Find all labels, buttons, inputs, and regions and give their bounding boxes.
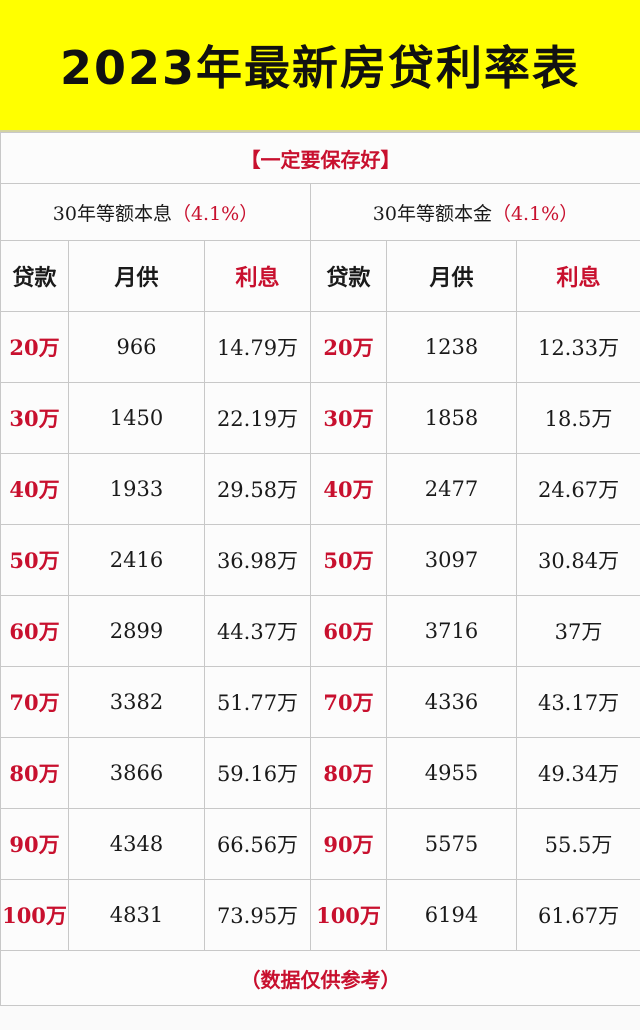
rate-table: 【一定要保存好】 30年等额本息（4.1%） 30年等额本金（4.1%） 贷款 … (0, 132, 640, 1006)
method-row: 30年等额本息（4.1%） 30年等额本金（4.1%） (0, 183, 640, 241)
interest-cell: 22.19万 (204, 382, 311, 454)
save-notice: 【一定要保存好】 (240, 147, 401, 172)
table-row: 60万 2899 44.37万 60万 3716 37万 (0, 595, 640, 667)
loan-cell: 60万 (310, 595, 387, 667)
header-interest: 利息 (204, 240, 311, 312)
loan-cell: 30万 (310, 382, 387, 454)
interest-cell: 61.67万 (515, 879, 640, 951)
monthly-payment-cell: 5575 (386, 808, 517, 880)
title-banner: 2023年最新房贷利率表 (0, 0, 640, 132)
loan-cell: 100万 (0, 879, 69, 951)
header-loan: 贷款 (0, 240, 69, 312)
monthly-payment-cell: 1450 (68, 382, 205, 454)
monthly-payment-cell: 6194 (386, 879, 517, 951)
monthly-payment-cell: 2477 (386, 453, 517, 525)
interest-cell: 73.95万 (204, 879, 311, 951)
monthly-payment-cell: 3866 (68, 737, 205, 809)
method-name: 30年等额本息 (52, 202, 172, 225)
interest-cell: 36.98万 (204, 524, 311, 596)
monthly-payment-cell: 4955 (386, 737, 517, 809)
table-row: 30万 1450 22.19万 30万 1858 18.5万 (0, 382, 640, 454)
method-name: 30年等额本金 (372, 202, 492, 225)
loan-cell: 80万 (310, 737, 387, 809)
interest-cell: 29.58万 (204, 453, 311, 525)
monthly-payment-cell: 4348 (68, 808, 205, 880)
loan-cell: 100万 (310, 879, 387, 951)
interest-cell: 51.77万 (204, 666, 311, 738)
loan-cell: 50万 (310, 524, 387, 596)
page-title: 2023年最新房贷利率表 (59, 41, 581, 95)
footer-row: （数据仅供参考） (0, 950, 640, 1006)
table-row: 40万 1933 29.58万 40万 2477 24.67万 (0, 453, 640, 525)
monthly-payment-cell: 2899 (68, 595, 205, 667)
loan-cell: 40万 (0, 453, 69, 525)
header-monthly: 月供 (386, 240, 517, 312)
table-row: 70万 3382 51.77万 70万 4336 43.17万 (0, 666, 640, 738)
loan-cell: 50万 (0, 524, 69, 596)
header-interest: 利息 (515, 240, 640, 312)
monthly-payment-cell: 3097 (386, 524, 517, 596)
loan-cell: 90万 (310, 808, 387, 880)
loan-cell: 30万 (0, 382, 69, 454)
header-loan: 贷款 (310, 240, 387, 312)
method-equal-installment: 30年等额本息（4.1%） (0, 183, 311, 241)
interest-cell: 43.17万 (515, 666, 640, 738)
monthly-payment-cell: 2416 (68, 524, 205, 596)
table-row: 100万 4831 73.95万 100万 6194 61.67万 (0, 879, 640, 951)
loan-cell: 40万 (310, 453, 387, 525)
monthly-payment-cell: 3382 (68, 666, 205, 738)
notice-row: 【一定要保存好】 (0, 132, 640, 184)
loan-cell: 20万 (310, 311, 387, 383)
interest-cell: 18.5万 (515, 382, 640, 454)
monthly-payment-cell: 1858 (386, 382, 517, 454)
column-header-row: 贷款 月供 利息 贷款 月供 利息 (0, 240, 640, 312)
header-monthly: 月供 (68, 240, 205, 312)
table-row: 90万 4348 66.56万 90万 5575 55.5万 (0, 808, 640, 880)
loan-cell: 20万 (0, 311, 69, 383)
method-equal-principal: 30年等额本金（4.1%） (309, 183, 640, 241)
interest-cell: 59.16万 (204, 737, 311, 809)
interest-cell: 14.79万 (204, 311, 311, 383)
loan-cell: 60万 (0, 595, 69, 667)
interest-cell: 37万 (515, 595, 640, 667)
monthly-payment-cell: 4831 (68, 879, 205, 951)
disclaimer-note: （数据仅供参考） (240, 967, 401, 992)
monthly-payment-cell: 4336 (386, 666, 517, 738)
interest-cell: 49.34万 (515, 737, 640, 809)
table-row: 20万 966 14.79万 20万 1238 12.33万 (0, 311, 640, 383)
monthly-payment-cell: 1238 (386, 311, 517, 383)
loan-cell: 90万 (0, 808, 69, 880)
method-rate: （4.1%） (171, 202, 259, 225)
interest-cell: 66.56万 (204, 808, 311, 880)
loan-cell: 70万 (0, 666, 69, 738)
interest-cell: 30.84万 (515, 524, 640, 596)
interest-cell: 12.33万 (515, 311, 640, 383)
monthly-payment-cell: 966 (68, 311, 205, 383)
loan-cell: 80万 (0, 737, 69, 809)
table-row: 80万 3866 59.16万 80万 4955 49.34万 (0, 737, 640, 809)
method-rate: （4.1%） (491, 202, 579, 225)
interest-cell: 24.67万 (515, 453, 640, 525)
table-row: 50万 2416 36.98万 50万 3097 30.84万 (0, 524, 640, 596)
loan-cell: 70万 (310, 666, 387, 738)
monthly-payment-cell: 3716 (386, 595, 517, 667)
monthly-payment-cell: 1933 (68, 453, 205, 525)
interest-cell: 55.5万 (515, 808, 640, 880)
interest-cell: 44.37万 (204, 595, 311, 667)
